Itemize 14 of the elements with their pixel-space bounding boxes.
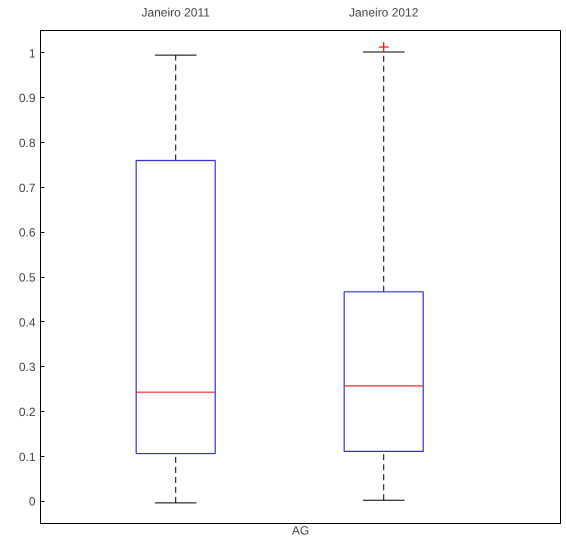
y-tick-label: 0.3: [18, 360, 36, 374]
x-tick-label: Janeiro 2011: [141, 6, 210, 20]
y-tick-label: 0.1: [18, 450, 36, 464]
y-tick-label: 0.9: [18, 91, 36, 106]
y-tick-label: 0.5: [18, 270, 36, 284]
x-tick-label: Janeiro 2012: [349, 6, 419, 20]
y-tick-label: 1: [28, 46, 36, 60]
y-tick-label: 0: [28, 494, 36, 509]
y-tick-label: 0.6: [18, 226, 36, 240]
y-tick-label: 0.7: [18, 180, 36, 195]
x-axis-title: AG: [292, 524, 310, 538]
y-tick-label: 0.8: [18, 136, 36, 150]
y-tick-label: 0.2: [18, 404, 36, 419]
y-tick-label: 0.4: [18, 315, 36, 330]
